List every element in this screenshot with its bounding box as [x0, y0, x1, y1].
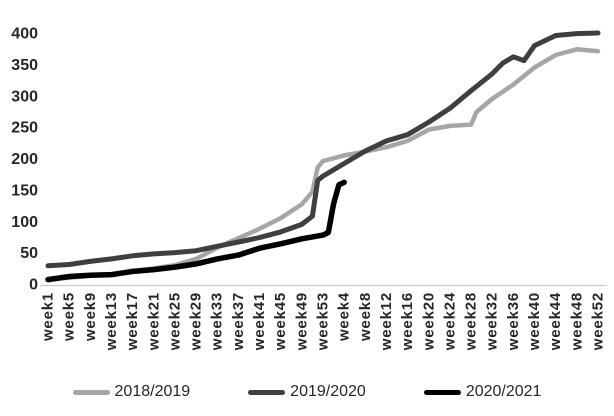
y-axis-label: 150	[11, 182, 38, 199]
x-axis-label: week25	[166, 292, 183, 351]
legend-label-2018-2019: 2018/2019	[114, 383, 191, 400]
x-axis-label: week20	[420, 292, 437, 351]
x-axis-label: week28	[463, 292, 480, 351]
legend: 2018/2019 2019/2020 2020/2021	[0, 378, 614, 406]
series-line-2020-2021	[45, 179, 347, 283]
y-axis-label: 50	[20, 245, 38, 262]
legend-swatch-2018-2019	[72, 389, 110, 395]
y-axis-label: 300	[11, 88, 38, 105]
x-axis-label: week41	[251, 292, 268, 351]
x-axis-label: week32	[484, 292, 501, 351]
x-axis-label: week24	[441, 292, 458, 351]
x-axis-label: week40	[526, 292, 543, 351]
y-axis-label: 350	[11, 57, 38, 74]
legend-swatch-2019-2020	[248, 389, 286, 395]
legend-item-2019-2020: 2019/2020	[248, 384, 366, 400]
x-axis-label: week37	[230, 292, 247, 351]
x-axis-label: week52	[590, 292, 607, 351]
legend-item-2018-2019: 2018/2019	[72, 383, 191, 400]
y-axis-label: 100	[11, 214, 38, 231]
series-line-2019-2020	[45, 30, 601, 269]
x-axis-label: week33	[209, 292, 226, 351]
legend-swatch-2020-2021	[423, 389, 461, 395]
x-axis-label: week44	[547, 292, 564, 351]
x-axis-label: week4	[336, 292, 353, 342]
y-axis-label: 0	[29, 277, 38, 294]
x-axis-label: week36	[505, 292, 522, 351]
x-axis-label: week49	[293, 292, 310, 351]
x-axis-label: week12	[378, 292, 395, 351]
x-axis-label: week29	[188, 292, 205, 351]
x-axis-label: week45	[272, 292, 289, 351]
x-axis-label: week13	[103, 292, 120, 351]
x-axis-label: week5	[61, 292, 78, 342]
x-axis-label: week16	[399, 292, 416, 351]
x-axis-label: week53	[315, 292, 332, 351]
legend-label-2019-2020: 2019/2020	[290, 383, 366, 400]
x-axis-label: week9	[82, 292, 99, 342]
y-axis-label: 400	[11, 26, 38, 43]
legend-item-2020-2021: 2020/2021	[423, 383, 542, 400]
y-axis-label: 200	[11, 151, 38, 168]
x-axis-label: week1	[40, 292, 57, 342]
x-axis-label: week17	[124, 292, 141, 351]
legend-label-2020-2021: 2020/2021	[465, 383, 542, 400]
x-axis-label: week21	[145, 292, 162, 351]
x-axis-label: week8	[357, 292, 374, 342]
y-axis-label: 250	[11, 120, 38, 137]
series-line-2018-2019	[45, 47, 601, 282]
x-axis-label: week48	[568, 292, 585, 351]
